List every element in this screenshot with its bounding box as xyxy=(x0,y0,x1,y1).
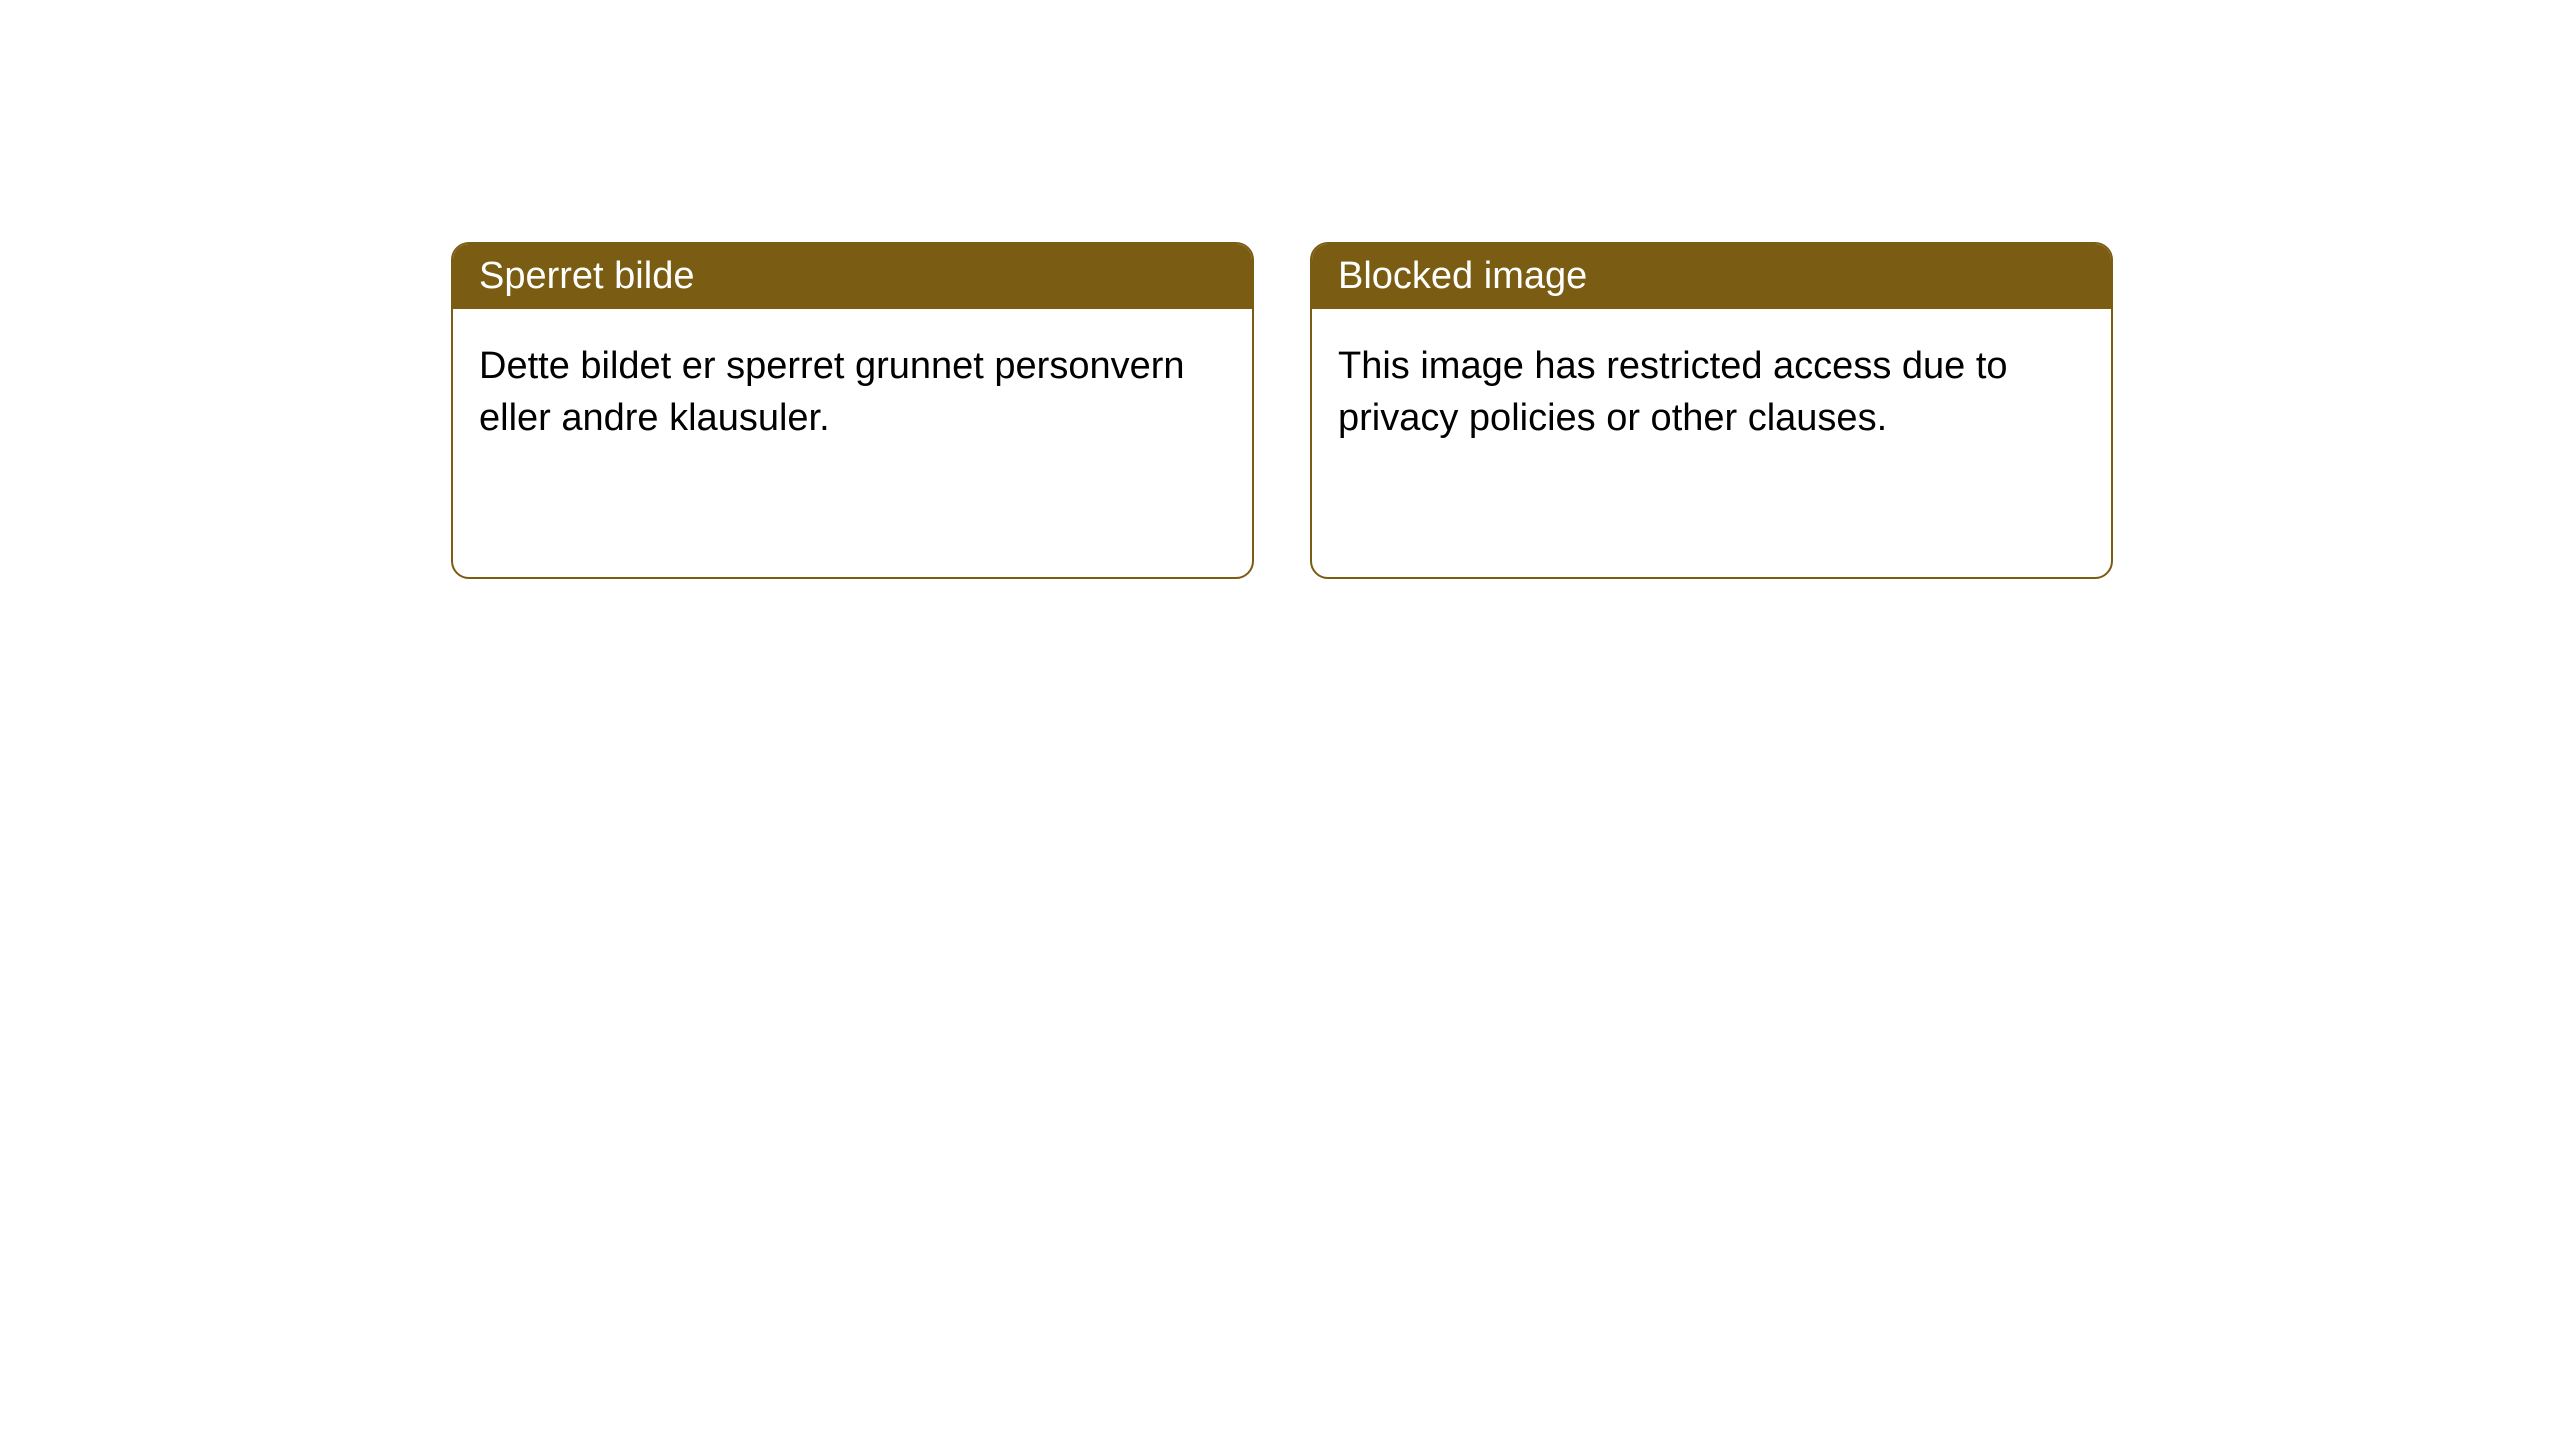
notice-cards-row: Sperret bilde Dette bildet er sperret gr… xyxy=(0,0,2560,579)
card-title: Blocked image xyxy=(1312,244,2111,309)
card-body: This image has restricted access due to … xyxy=(1312,309,2111,476)
notice-card-english: Blocked image This image has restricted … xyxy=(1310,242,2113,579)
notice-card-norwegian: Sperret bilde Dette bildet er sperret gr… xyxy=(451,242,1254,579)
card-body: Dette bildet er sperret grunnet personve… xyxy=(453,309,1252,476)
card-title: Sperret bilde xyxy=(453,244,1252,309)
